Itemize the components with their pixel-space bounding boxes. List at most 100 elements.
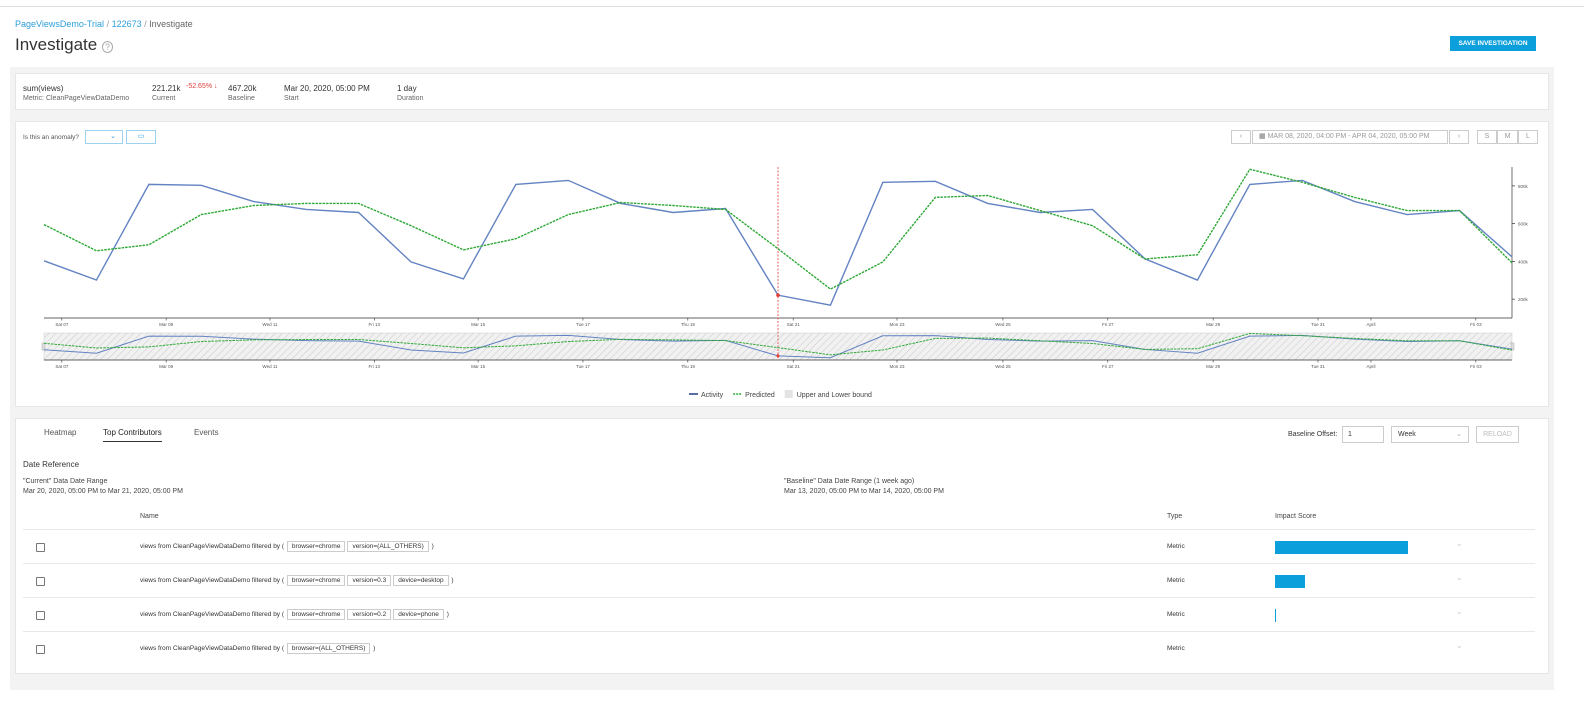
x-tick-label: Mon 23: [890, 364, 906, 369]
baseline: 467.20k: [228, 84, 257, 93]
size-button[interactable]: S: [1477, 130, 1497, 144]
row-type: Metric: [1167, 611, 1185, 618]
x-tick-label: Sat 07: [55, 322, 69, 327]
x-tick-label: Wed 25: [995, 364, 1011, 369]
size-button[interactable]: M: [1497, 130, 1518, 144]
summary-card: sum(views) Metric: CleanPageViewDataDemo…: [15, 73, 1549, 110]
x-tick-label: Thu 19: [681, 364, 696, 369]
impact-bar: [1275, 609, 1277, 622]
tab[interactable]: Heatmap: [44, 428, 77, 437]
row-chevron[interactable]: ⌄: [1456, 539, 1463, 548]
save-button[interactable]: SAVE INVESTIGATION: [1450, 36, 1536, 51]
offset-unit-text: Week: [1398, 431, 1416, 438]
anomaly-point: [776, 293, 780, 297]
filter-tag: device=desktop: [393, 575, 449, 586]
nav-handle: [1510, 342, 1515, 351]
row-chevron[interactable]: ⌄: [1456, 607, 1463, 616]
name-suffix: ): [373, 645, 376, 652]
baseline-offset-label: Baseline Offset:: [1288, 431, 1338, 438]
x-tick-label: Fri 03: [1470, 322, 1482, 327]
filter-tag: version=0.3: [347, 575, 392, 586]
date-range-text: MAR 08, 2020, 04:00 PM - APR 04, 2020, 0…: [1267, 133, 1430, 140]
date-range[interactable]: ▦ MAR 08, 2020, 04:00 PM - APR 04, 2020,…: [1252, 130, 1448, 144]
name-suffix: ): [446, 611, 449, 618]
x-tick-label: Sat 21: [787, 322, 801, 327]
table-row: views from CleanPageViewDataDemo filtere…: [23, 529, 1535, 564]
row-name: views from CleanPageViewDataDemo filtere…: [140, 643, 375, 654]
legend-swatch: [784, 390, 793, 398]
x-tick-label: Fri 27: [1102, 322, 1114, 327]
current-range: Mar 20, 2020, 05:00 PM to Mar 21, 2020, …: [23, 488, 183, 495]
x-tick-label: Tue 17: [576, 322, 590, 327]
filter-tag: browser=chrome: [286, 541, 346, 552]
prev-button[interactable]: ‹: [1231, 130, 1251, 144]
x-tick-label: April: [1366, 322, 1375, 327]
y-tick-label: 400k: [1518, 259, 1529, 264]
checkbox[interactable]: [36, 543, 45, 552]
duration-label: Duration: [397, 95, 424, 102]
legend-label: Predicted: [745, 392, 775, 399]
x-tick-label: Mar 09: [159, 322, 174, 327]
row-type: Metric: [1167, 645, 1185, 652]
offset-unit[interactable]: Week ⌄: [1391, 426, 1469, 443]
x-tick-label: Wed 25: [995, 322, 1011, 327]
legend-label: Upper and Lower bound: [797, 392, 872, 399]
x-tick-label: Mon 23: [890, 322, 906, 327]
row-name: views from CleanPageViewDataDemo filtere…: [140, 609, 449, 620]
row-name: views from CleanPageViewDataDemo filtere…: [140, 575, 454, 586]
series-line: [43, 332, 1513, 356]
date-reference-title: Date Reference: [23, 460, 80, 469]
change: -52.65% ↓: [186, 83, 218, 90]
checkbox[interactable]: [36, 611, 45, 620]
legend-label: Activity: [701, 392, 724, 399]
offset-input[interactable]: 1: [1342, 426, 1384, 443]
crumb[interactable]: PageViewsDemo-Trial: [15, 19, 105, 29]
nav-handle: [41, 342, 46, 351]
x-tick-label: Sat 07: [55, 364, 69, 369]
x-tick-label: Fri 13: [369, 364, 381, 369]
x-tick-label: Mar 29: [1206, 364, 1221, 369]
name-suffix: ): [431, 543, 434, 550]
comment-button[interactable]: ▭: [126, 130, 156, 144]
filter-tag: device=phone: [393, 609, 444, 620]
row-chevron[interactable]: ⌄: [1456, 641, 1463, 650]
filter-tag: browser=(ALL_OTHERS): [286, 643, 371, 654]
reload-button[interactable]: RELOAD: [1476, 426, 1519, 443]
table-row: views from CleanPageViewDataDemo filtere…: [23, 631, 1535, 666]
row-chevron[interactable]: ⌄: [1456, 573, 1463, 582]
filter-tag: browser=chrome: [286, 575, 346, 586]
anomaly-point: [776, 354, 780, 358]
x-tick-label: Tue 17: [576, 364, 590, 369]
x-tick-label: Wed 11: [262, 364, 278, 369]
help-icon[interactable]: ?: [101, 41, 113, 53]
impact-bar: [1275, 541, 1408, 554]
current-label: Current: [152, 95, 176, 102]
duration: 1 day: [397, 84, 417, 93]
chart: 200k 400k 600k 800k Sat 07 Sat 07 Mar 09 Mar 09…: [41, 167, 1529, 399]
filter-tag: version=0.2: [347, 609, 392, 620]
tab[interactable]: Events: [194, 428, 219, 437]
x-tick-label: Mar 15: [471, 322, 486, 327]
name-prefix: views from CleanPageViewDataDemo filtere…: [140, 611, 285, 618]
next-button[interactable]: ›: [1449, 130, 1469, 144]
x-tick-label: Fri 27: [1102, 364, 1114, 369]
crumb[interactable]: 122673: [111, 19, 142, 29]
size-button[interactable]: L: [1518, 130, 1538, 144]
x-tick-label: Mar 15: [471, 364, 486, 369]
x-tick-label: Mar 09: [159, 364, 174, 369]
x-tick-label: Fri 03: [1470, 364, 1482, 369]
row-type: Metric: [1167, 543, 1185, 550]
change-text: -52.65%: [186, 83, 213, 90]
contributors-card: Heatmap Top Contributors Events Baseline O…: [15, 418, 1549, 674]
checkbox[interactable]: [36, 645, 45, 654]
tab[interactable]: Top Contributors: [103, 428, 162, 442]
baseline-range-label: "Baseline" Data Date Range (1 week ago): [784, 478, 915, 485]
anomaly-select[interactable]: ⌄: [85, 130, 123, 144]
column-header: Impact Score: [1275, 513, 1317, 520]
breadcrumb: PageViewsDemo-Trial / 122673 / Investiga…: [15, 19, 193, 29]
checkbox[interactable]: [36, 577, 45, 586]
row-name: views from CleanPageViewDataDemo filtere…: [140, 541, 434, 552]
column-header: Name: [140, 513, 159, 520]
top-rule: [0, 6, 1584, 7]
